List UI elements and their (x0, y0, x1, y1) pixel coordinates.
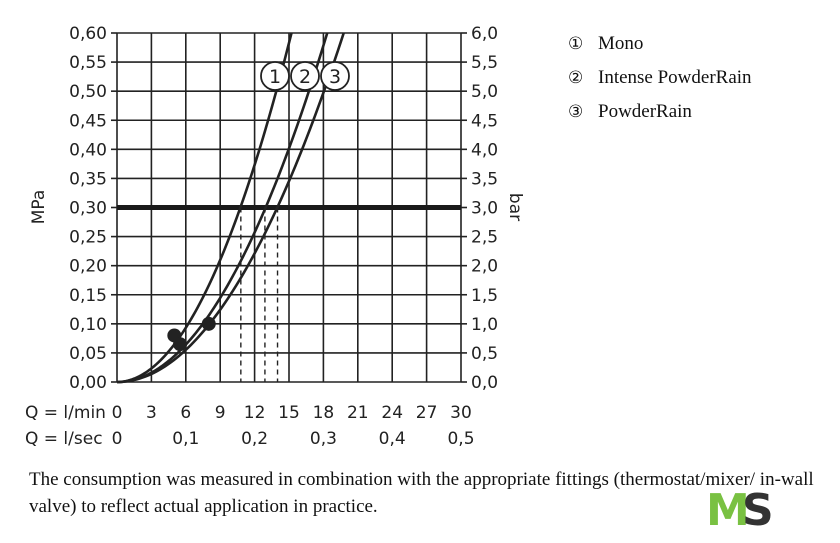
y-tick-label-left: 0,05 (69, 344, 107, 364)
x-tick-label-lsec: 0,2 (241, 429, 268, 449)
x-tick-label-lmin: 3 (146, 403, 157, 423)
x-tick-label-lmin: 15 (278, 403, 300, 423)
legend-item-intense-powderrain: ② Intense PowderRain (568, 64, 752, 98)
y-tick-label-left: 0,00 (69, 373, 107, 393)
y-tick-label-left: 0,60 (69, 24, 107, 44)
legend-number: ① (568, 34, 584, 54)
y-tick-label-right: 5,5 (471, 53, 498, 73)
y-tick-label-left: 0,45 (69, 111, 107, 131)
series-curve (116, 32, 345, 384)
y-tick-label-left: 0,50 (69, 82, 107, 102)
y-tick-label-right: 3,0 (471, 199, 498, 219)
x-tick-label-lmin: 18 (313, 403, 335, 423)
x-tick-label-lmin: 30 (450, 403, 472, 423)
x-tick-label-lmin: 24 (381, 403, 403, 423)
x-tick-label-lmin: 27 (416, 403, 438, 423)
y-tick-label-right: 0,0 (471, 373, 498, 393)
x-tick-label-lsec: 0,1 (172, 429, 199, 449)
series-number-label: 3 (329, 66, 341, 88)
x-tick-label-lsec: 0,5 (447, 429, 474, 449)
legend-label: PowderRain (598, 101, 692, 122)
x-tick-label-lsec: 0 (112, 429, 123, 449)
series-number-circle (320, 61, 350, 91)
x-tick-label-lmin: 21 (347, 403, 369, 423)
y-axis-label-left: MPa (29, 190, 49, 225)
series-number-circle (260, 61, 290, 91)
logo-letter-m: M (706, 485, 750, 536)
y-tick-label-right: 3,5 (471, 169, 498, 189)
y-tick-label-right: 6,0 (471, 24, 498, 44)
x-axis-label-lsec: Q = l/sec (25, 429, 103, 449)
y-tick-label-right: 0,5 (471, 344, 498, 364)
y-tick-label-right: 2,5 (471, 228, 498, 248)
y-tick-label-left: 0,55 (69, 53, 107, 73)
y-tick-label-right: 4,5 (471, 111, 498, 131)
x-tick-label-lmin: 6 (180, 403, 191, 423)
y-tick-label-right: 1,5 (471, 286, 498, 306)
y-tick-label-left: 0,20 (69, 257, 107, 277)
series-number-label: 2 (299, 66, 311, 88)
y-tick-label-right: 1,0 (471, 315, 498, 335)
legend-item-mono: ① Mono (568, 30, 752, 64)
series-marker (173, 337, 188, 352)
x-tick-label-lmin: 12 (244, 403, 266, 423)
x-tick-label-lmin: 0 (112, 403, 123, 423)
y-tick-label-left: 0,40 (69, 140, 107, 160)
series-curve (116, 32, 293, 384)
y-tick-label-left: 0,30 (69, 199, 107, 219)
x-tick-label-lsec: 0,4 (379, 429, 406, 449)
y-tick-label-left: 0,10 (69, 315, 107, 335)
legend-label: Intense PowderRain (598, 67, 752, 88)
y-tick-label-right: 5,0 (471, 82, 498, 102)
logo: M S (706, 485, 782, 536)
y-tick-label-left: 0,15 (69, 286, 107, 306)
y-tick-label-right: 2,0 (471, 257, 498, 277)
legend-label: Mono (598, 33, 644, 54)
y-tick-label-left: 0,35 (69, 169, 107, 189)
y-tick-label-right: 4,0 (471, 140, 498, 160)
caption: The consumption was measured in combinat… (29, 469, 814, 517)
x-tick-label-lmin: 9 (215, 403, 226, 423)
legend-number: ③ (568, 102, 584, 122)
y-axis-label-right: bar (505, 193, 525, 221)
logo-letter-s: S (742, 485, 774, 536)
series-marker (201, 316, 216, 331)
legend-number: ② (568, 68, 584, 88)
series-number-circle (290, 61, 320, 91)
series-number-label: 1 (269, 66, 281, 88)
legend-item-powderrain: ③ PowderRain (568, 98, 752, 132)
x-axis-label-lmin: Q = l/min (25, 403, 106, 423)
legend: ① Mono ② Intense PowderRain ③ PowderRain (568, 30, 752, 132)
pressure-flow-chart: 0,000,050,100,150,200,250,300,350,400,45… (25, 24, 525, 449)
y-tick-label-left: 0,25 (69, 228, 107, 248)
x-tick-label-lsec: 0,3 (310, 429, 337, 449)
